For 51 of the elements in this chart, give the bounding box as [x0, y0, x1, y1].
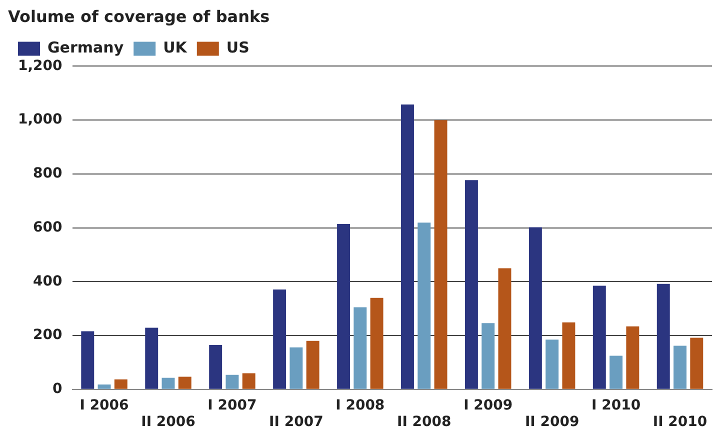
- bar: [242, 373, 256, 389]
- bar: [482, 323, 495, 389]
- bar: [610, 356, 623, 389]
- bar: [98, 384, 111, 389]
- y-tick-label: 1,200: [18, 58, 63, 74]
- bar: [528, 227, 542, 389]
- bar: [434, 120, 448, 389]
- bar: [354, 307, 367, 389]
- x-tick-label: I 2007: [208, 397, 257, 414]
- bar: [626, 326, 640, 389]
- y-tick-label: 0: [52, 381, 63, 398]
- x-tick-label: II 2010: [652, 414, 708, 430]
- bar: [226, 374, 239, 389]
- bar: [546, 340, 559, 389]
- x-tick-label: I 2006: [80, 397, 129, 414]
- bar: [81, 331, 94, 389]
- x-tick-label: I 2010: [592, 397, 641, 414]
- x-tick-label: II 2007: [269, 414, 324, 430]
- chart-title: Volume of coverage of banks: [8, 6, 270, 26]
- x-tick-label: I 2009: [464, 397, 513, 414]
- y-tick-label: 400: [33, 273, 63, 290]
- legend-label: UK: [163, 38, 188, 57]
- bar: [306, 340, 320, 389]
- y-tick-label: 600: [33, 219, 63, 236]
- legend-label: US: [226, 38, 250, 57]
- bar: [273, 289, 286, 389]
- bar: [114, 379, 128, 389]
- bar: [498, 268, 512, 389]
- bar: [464, 180, 478, 389]
- bar: [145, 328, 158, 389]
- bar: [290, 347, 303, 389]
- bar: [418, 222, 431, 389]
- bar: [370, 298, 384, 389]
- bar: [592, 286, 606, 389]
- y-tick-label: 1,000: [18, 112, 63, 128]
- bar: [656, 284, 670, 389]
- bar: [209, 344, 222, 389]
- bar: [674, 346, 686, 389]
- bar: [337, 224, 350, 389]
- bar: [162, 378, 175, 389]
- bar: [690, 338, 704, 389]
- bar: [401, 104, 414, 389]
- y-tick-label: 800: [33, 166, 63, 182]
- x-tick-label: II 2006: [141, 414, 196, 430]
- legend-label: Germany: [48, 38, 124, 57]
- x-tick-label: II 2009: [524, 414, 580, 430]
- x-tick-label: II 2008: [396, 414, 452, 430]
- y-tick-label: 200: [33, 327, 63, 344]
- x-tick-label: I 2008: [336, 397, 385, 414]
- bar: [562, 322, 576, 389]
- bar: [178, 376, 192, 389]
